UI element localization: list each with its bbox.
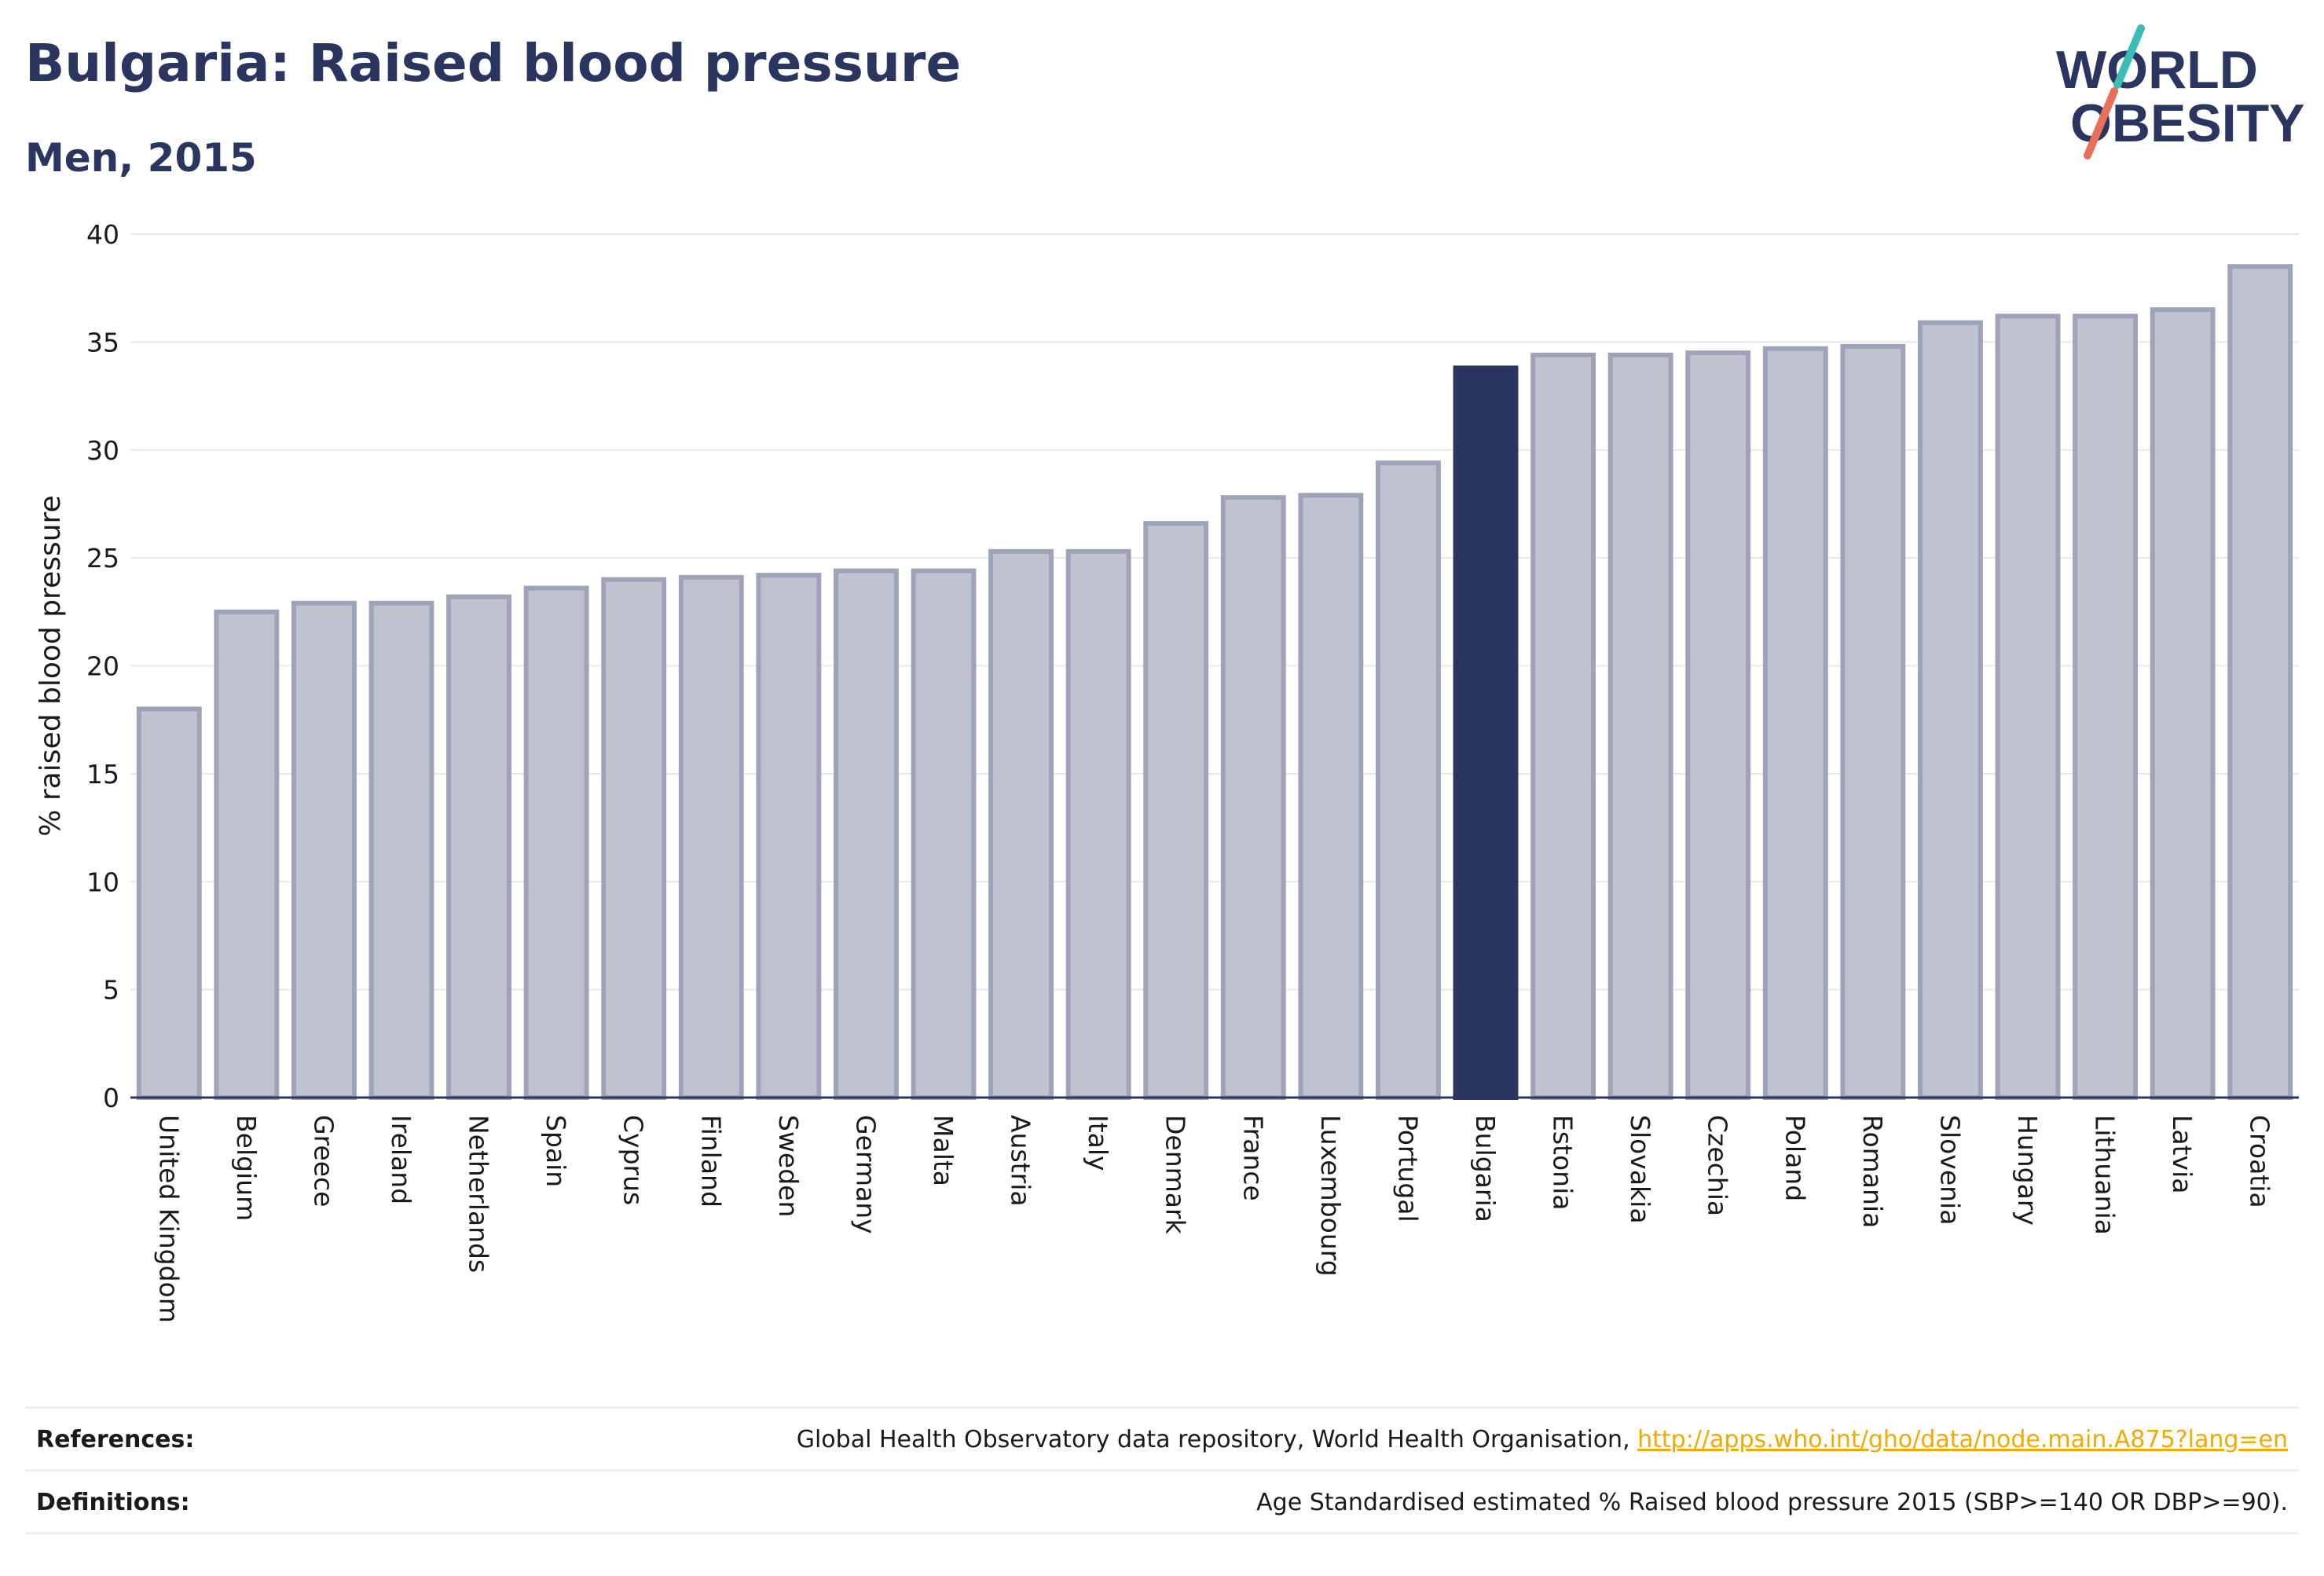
footer-divider [25,1532,2299,1534]
bar [911,568,977,1100]
x-category-label: Estonia [1548,1115,1578,1210]
y-tick-label: 10 [86,867,119,897]
y-tick-label: 0 [103,1083,119,1113]
x-category-label: Belgium [231,1115,262,1221]
x-category-label: France [1237,1115,1268,1201]
x-category-label: Latvia [2167,1115,2198,1193]
x-category-label: Slovakia [1625,1115,1655,1224]
bar [833,568,899,1100]
y-axis-ticks: 0 5 10 15 20 25 30 35 40 [86,219,119,1113]
y-tick-label: 30 [86,435,119,466]
x-category-label: United Kingdom [153,1115,184,1323]
bar [291,600,357,1100]
bar [2150,307,2216,1101]
x-category-label: Sweden [773,1115,804,1217]
bars [136,264,2293,1101]
definitions-row: Definitions: Age Standardised estimated … [25,1469,2299,1533]
bar [2073,313,2139,1100]
bar [1607,352,1673,1100]
bar [988,548,1054,1100]
bar [2227,264,2293,1100]
world-obesity-logo: WORLD OBESITY [2056,24,2305,159]
y-axis-label: % raised blood pressure [35,495,67,836]
bar [1298,493,1364,1100]
y-tick-label: 25 [86,543,119,574]
x-category-label: Cyprus [618,1115,649,1205]
x-category-label: Bulgaria [1470,1115,1501,1222]
bar [1143,521,1209,1100]
references-link[interactable]: http://apps.who.int/gho/data/node.main.A… [1637,1425,2288,1453]
bar [1995,313,2061,1100]
x-category-label: Portugal [1392,1115,1423,1222]
bar [368,600,434,1100]
x-category-label: Luxembourg [1315,1115,1346,1277]
y-tick-label: 5 [103,975,119,1006]
x-category-label: Romania [1857,1115,1888,1228]
bar-highlight [1453,365,1519,1101]
bar [1762,346,1828,1100]
x-category-label: Czechia [1703,1115,1733,1216]
bar [1917,320,1983,1100]
definitions-label: Definitions: [36,1488,190,1516]
bar [523,585,589,1100]
references-row: References: Global Health Observatory da… [25,1406,2299,1470]
chart-subtitle: Men, 2015 [25,135,257,181]
x-category-label: Greece [308,1115,339,1207]
x-category-label: Germany [850,1115,881,1234]
logo-slash-coral [2084,87,2118,159]
x-category-label: Slovenia [1934,1115,1965,1225]
x-category-label: Netherlands [464,1115,494,1273]
bar [446,594,512,1100]
x-category-label: Ireland [386,1115,416,1204]
bar [1375,460,1441,1100]
x-category-label: Croatia [2245,1115,2275,1208]
bar [214,609,280,1100]
logo-line-1: WORLD [2056,40,2258,100]
category-labels: United Kingdom Belgium Greece Ireland Nether… [153,1115,2275,1323]
x-category-label: Finland [695,1115,726,1208]
references-text: Global Health Observatory data repositor… [796,1425,1638,1453]
bar-chart: 0 5 10 15 20 25 30 35 40 United Kingdom Belgium Gr… [35,219,2299,1323]
references-label: References: [36,1425,195,1453]
bar [1220,495,1286,1100]
bar [601,577,667,1100]
x-category-label: Hungary [2012,1115,2043,1226]
bar [1685,350,1751,1100]
bar [678,574,744,1100]
chart-title: Bulgaria: Raised blood pressure [25,33,962,93]
y-tick-label: 20 [86,651,119,682]
x-category-label: Denmark [1160,1115,1191,1235]
x-category-label: Italy [1083,1115,1113,1171]
bar [136,706,202,1100]
y-tick-label: 15 [86,759,119,790]
bar [1530,352,1596,1100]
x-category-label: Malta [928,1115,959,1186]
bar [1065,548,1131,1100]
bar [756,573,822,1100]
x-category-label: Spain [541,1115,571,1187]
x-category-label: Poland [1780,1115,1810,1201]
logo-slash-teal [2113,24,2145,89]
y-tick-label: 35 [86,327,119,357]
definitions-value: Age Standardised estimated % Raised bloo… [1256,1488,2288,1516]
y-tick-label: 40 [86,219,119,250]
references-value: Global Health Observatory data repositor… [350,1426,2299,1453]
x-category-label: Austria [1006,1115,1036,1207]
x-category-label: Lithuania [2090,1115,2121,1235]
bar [1840,343,1906,1100]
